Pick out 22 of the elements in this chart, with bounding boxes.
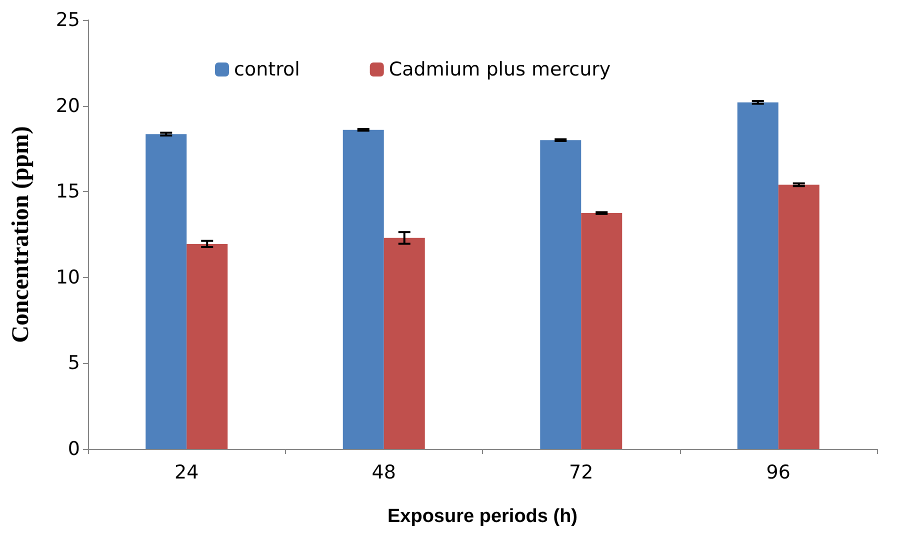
y-axis-title: Concentration (ppm): [8, 126, 34, 343]
bar: [737, 102, 778, 449]
bar: [186, 244, 228, 449]
x-axis-title: Exposure periods (h): [387, 506, 578, 527]
x-tick-label: 48: [372, 462, 396, 484]
y-tick-label: 5: [68, 352, 80, 374]
legend-label: control: [234, 58, 300, 80]
y-tick-label: 0: [68, 438, 80, 460]
y-tick-label: 25: [56, 9, 80, 31]
x-tick-label: 24: [174, 462, 199, 484]
y-tick-label: 20: [56, 94, 80, 117]
bar: [540, 140, 582, 449]
bar: [581, 213, 622, 449]
bar: [342, 130, 384, 449]
y-tick-label: 15: [56, 180, 80, 203]
x-tick-label: 72: [569, 462, 594, 484]
y-tick-label: 10: [56, 266, 80, 288]
x-tick-label: 96: [766, 462, 790, 484]
legend-label: Cadmium plus mercury: [388, 58, 611, 80]
bar: [146, 134, 187, 449]
bar: [384, 238, 425, 449]
bar: [778, 184, 820, 449]
